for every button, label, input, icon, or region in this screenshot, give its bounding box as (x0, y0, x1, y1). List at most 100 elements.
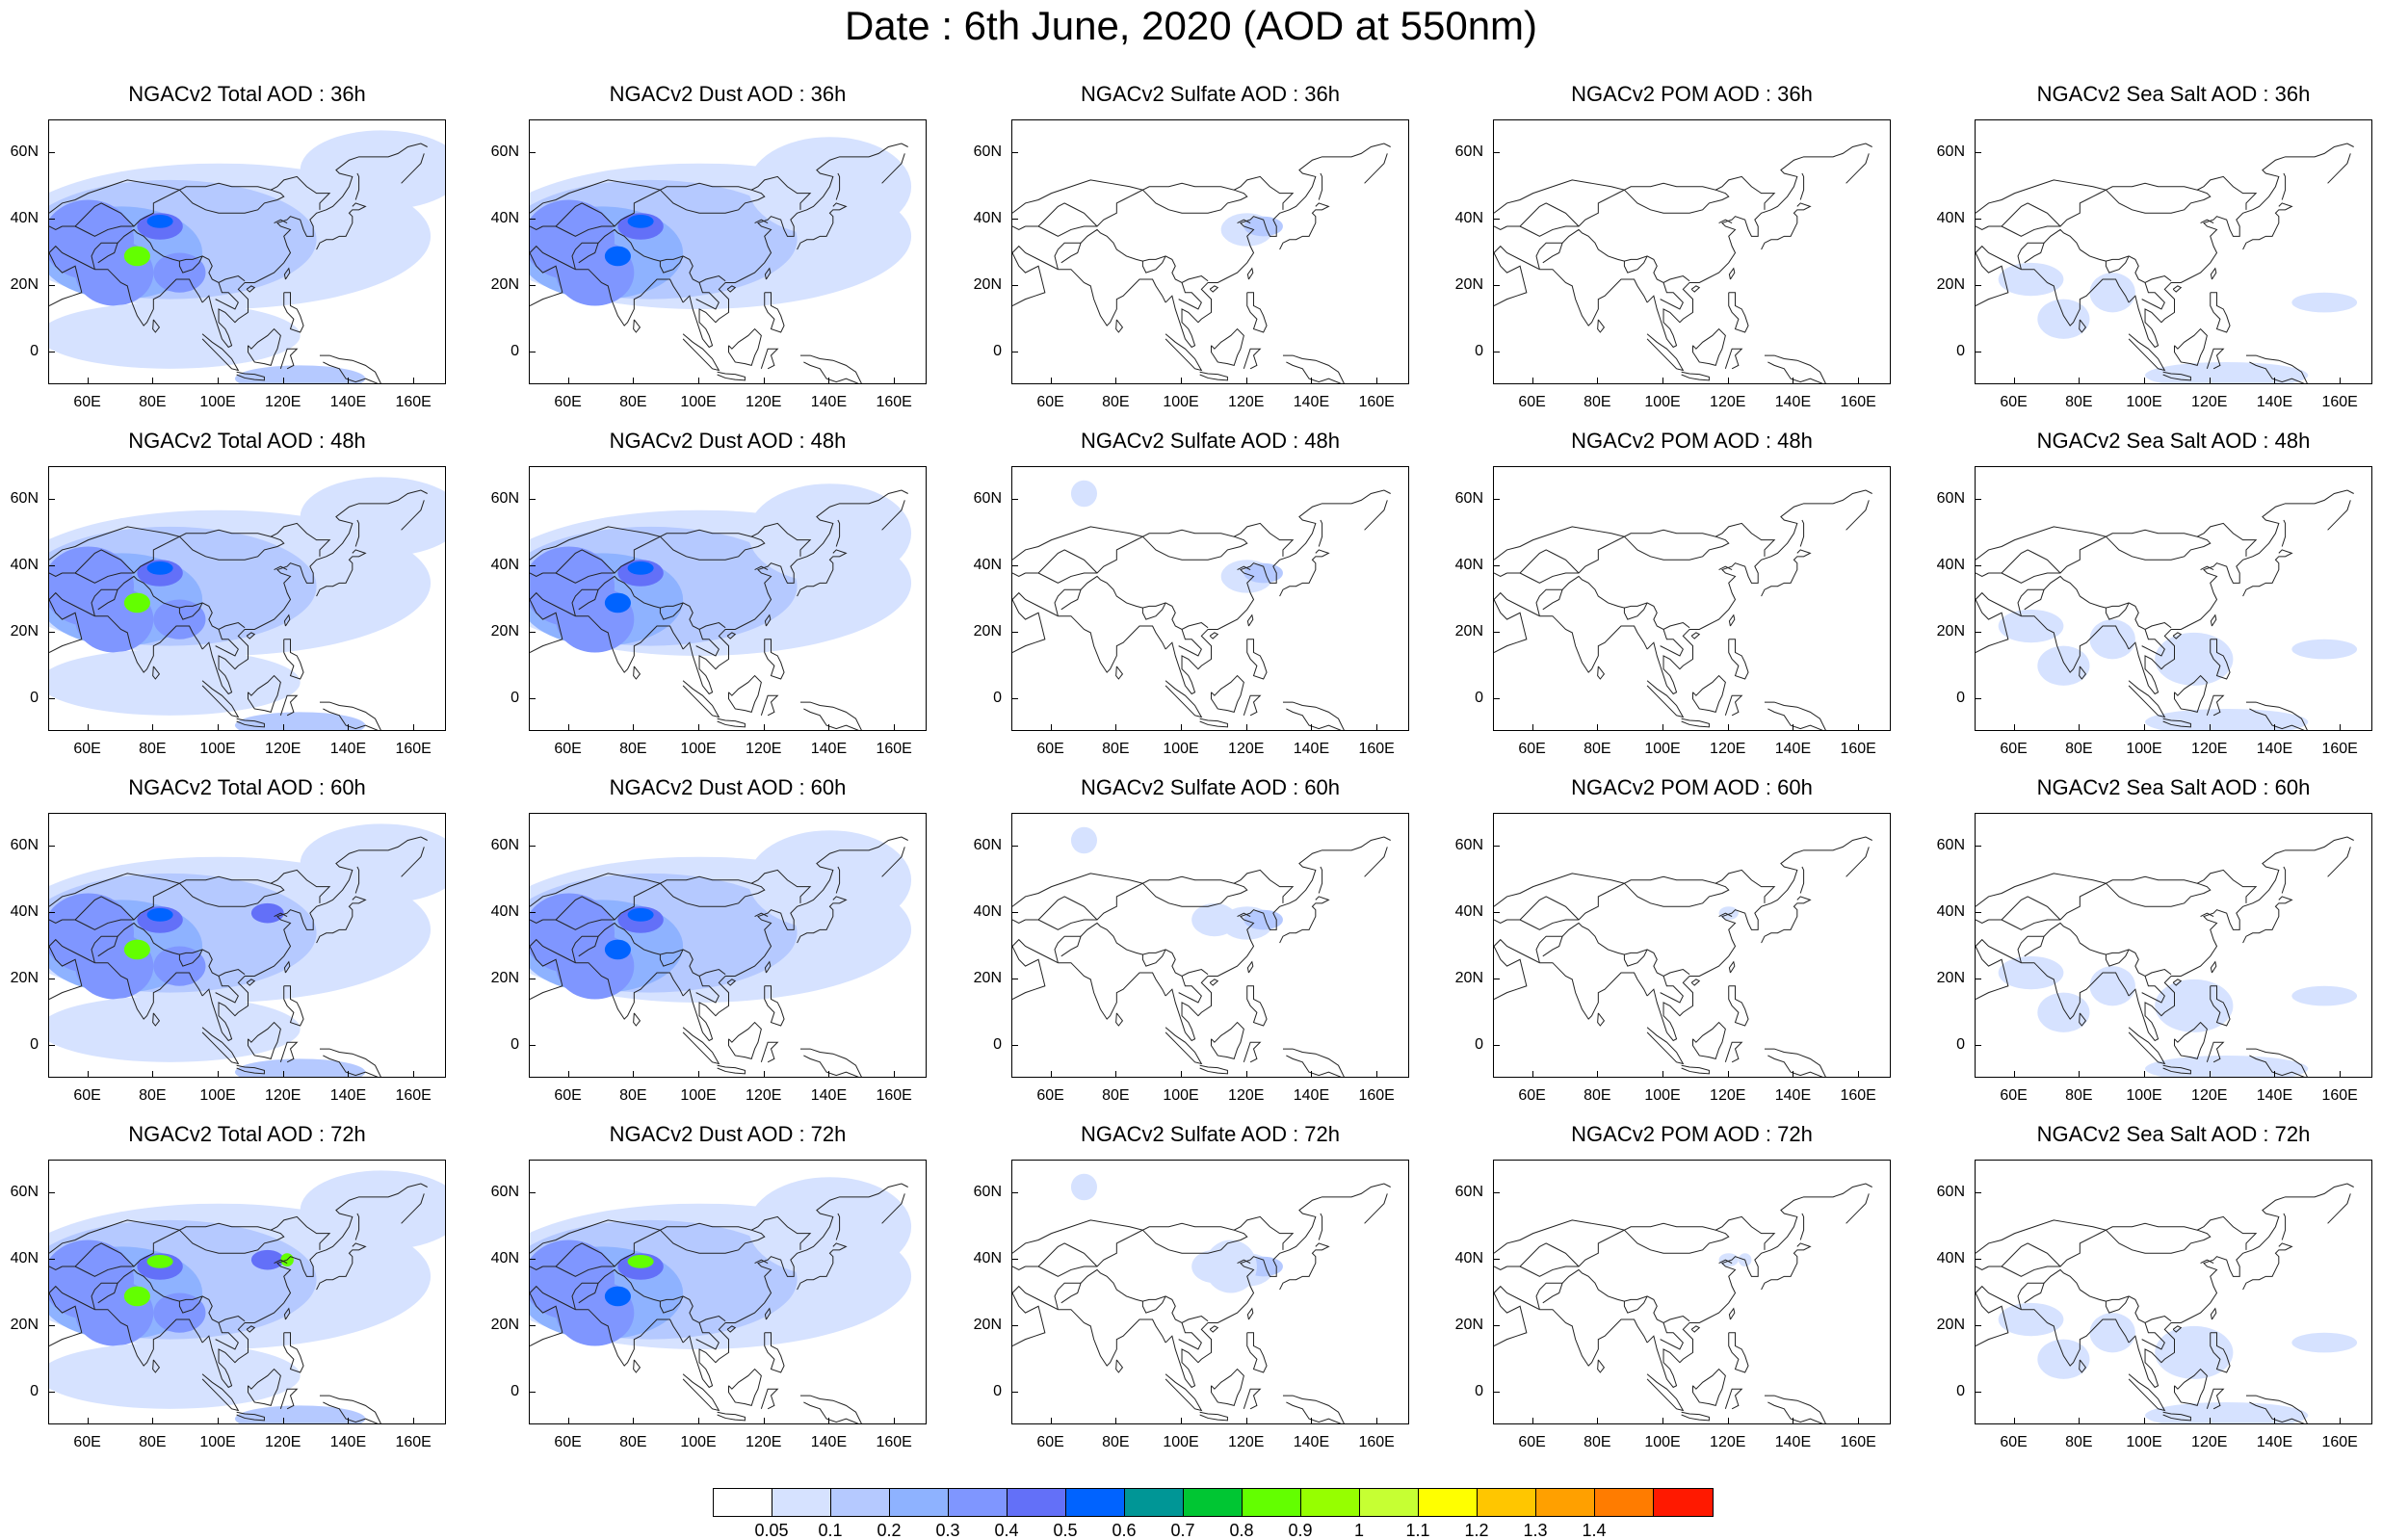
coastline (248, 327, 281, 366)
longitude-tick (152, 378, 154, 384)
coastline (1494, 245, 1540, 271)
coastline (2206, 1041, 2225, 1063)
coastline (91, 575, 246, 630)
coastline (2017, 228, 2172, 283)
colorbar-label: 0.05 (754, 1521, 789, 1540)
coastline (2206, 694, 2225, 717)
coastline (274, 219, 288, 224)
map-panel: NGACv2 Sulfate AOD : 60h 60N 40N 20N 0 60E 80E… (974, 775, 1409, 1104)
latitude-label: 20N (1454, 275, 1483, 293)
coastline (179, 189, 285, 214)
longitude-label: 140E (810, 394, 848, 410)
coastline (1660, 282, 1684, 310)
coastline (1494, 225, 1507, 230)
coastline (578, 589, 599, 611)
colorbar-label: 1.1 (1405, 1521, 1430, 1540)
coastline (1141, 949, 1166, 967)
coastline (2242, 1242, 2293, 1291)
coastline (201, 1027, 240, 1065)
aod-map (1976, 489, 2358, 730)
coastline (283, 613, 291, 627)
coastline (633, 319, 641, 333)
map-panel: NGACv2 POM AOD : 36h 60N 40N 20N 0 60E 80E 100E… (1455, 82, 1891, 410)
coastline (1494, 522, 1776, 561)
longitude-label: 120E (1228, 741, 1265, 757)
latitude-tick (529, 152, 536, 154)
map-frame (529, 813, 927, 1078)
coastline (1012, 252, 1046, 306)
coastline (1012, 946, 1046, 1000)
coastline (2001, 549, 2061, 574)
coastline (660, 882, 766, 907)
coastline (1165, 1027, 1203, 1065)
panel-title: NGACv2 Total AOD : 72h (128, 1122, 366, 1146)
coastline (246, 1325, 256, 1333)
latitude-label: 60N (10, 490, 39, 508)
latitude-tick (48, 1259, 55, 1261)
coastline (1115, 319, 1124, 333)
coastline (319, 1048, 381, 1077)
latitude-tick (1493, 912, 1500, 914)
map-panel: NGACv2 Total AOD : 48h 60N 40N 20N 0 60E 80E 10… (11, 429, 446, 757)
coastline (695, 282, 720, 310)
coastline (1494, 591, 1540, 617)
longitude-label: 80E (139, 394, 167, 410)
colorbar-label: 0.6 (1112, 1521, 1137, 1540)
coastline (236, 718, 265, 728)
coastline (797, 549, 848, 597)
coastline (62, 535, 180, 584)
longitude-tick (1858, 724, 1860, 731)
coastline (1597, 319, 1606, 333)
panel-title: NGACv2 Dust AOD : 60h (609, 775, 847, 799)
coastline (97, 936, 118, 957)
coastline (1494, 869, 1776, 907)
coastline (1976, 572, 1989, 577)
coastline (319, 354, 381, 383)
latitude-label: 20N (10, 1316, 39, 1333)
latitude-tick (1975, 846, 1981, 848)
map-panel: NGACv2 Total AOD : 60h 60N 40N 20N 0 60E 80E 10… (11, 775, 446, 1104)
coastline (1211, 1368, 1244, 1406)
latitude-label: 40N (1936, 557, 1965, 574)
coastline (2001, 1242, 2061, 1267)
longitude-tick (1531, 1071, 1533, 1078)
coastline (1764, 701, 1826, 730)
longitude-tick (698, 724, 700, 731)
coastline (1799, 519, 1805, 547)
coastline (764, 267, 772, 280)
aod-region (2037, 1339, 2090, 1379)
longitude-label: 140E (810, 1087, 848, 1104)
longitude-tick (2209, 378, 2211, 384)
longitude-label: 140E (2256, 741, 2293, 757)
coastline (2079, 1012, 2087, 1027)
coastline (2327, 500, 2351, 531)
coastline (2174, 674, 2208, 713)
coastline (1054, 922, 1209, 977)
aod-region (146, 214, 173, 228)
aod-region (627, 907, 654, 922)
coastline (2024, 589, 2045, 611)
coastline (319, 701, 381, 730)
map-frame (1011, 1160, 1409, 1424)
longitude-tick (1050, 724, 1052, 731)
latitude-tick (1493, 565, 1500, 567)
longitude-tick (2274, 1071, 2276, 1078)
latitude-tick (1011, 1192, 1018, 1194)
colorbar-swatch (1595, 1489, 1654, 1516)
longitude-label: 60E (73, 1434, 101, 1450)
coastline (1282, 1048, 1345, 1077)
aod-region (1998, 1302, 2064, 1337)
coastline (530, 591, 576, 617)
coastline (2242, 202, 2293, 250)
latitude-label: 0 (1475, 342, 1483, 359)
coastline (1624, 535, 1730, 561)
coastline (682, 1373, 720, 1412)
coastline (1318, 866, 1323, 894)
colorbar-label: 0.4 (994, 1521, 1019, 1540)
longitude-label: 60E (2000, 1087, 2028, 1104)
latitude-tick (1975, 152, 1981, 154)
latitude-label: 0 (510, 1035, 519, 1053)
aod-region (49, 649, 301, 716)
coastline (401, 847, 425, 877)
longitude-label: 60E (554, 1434, 582, 1450)
